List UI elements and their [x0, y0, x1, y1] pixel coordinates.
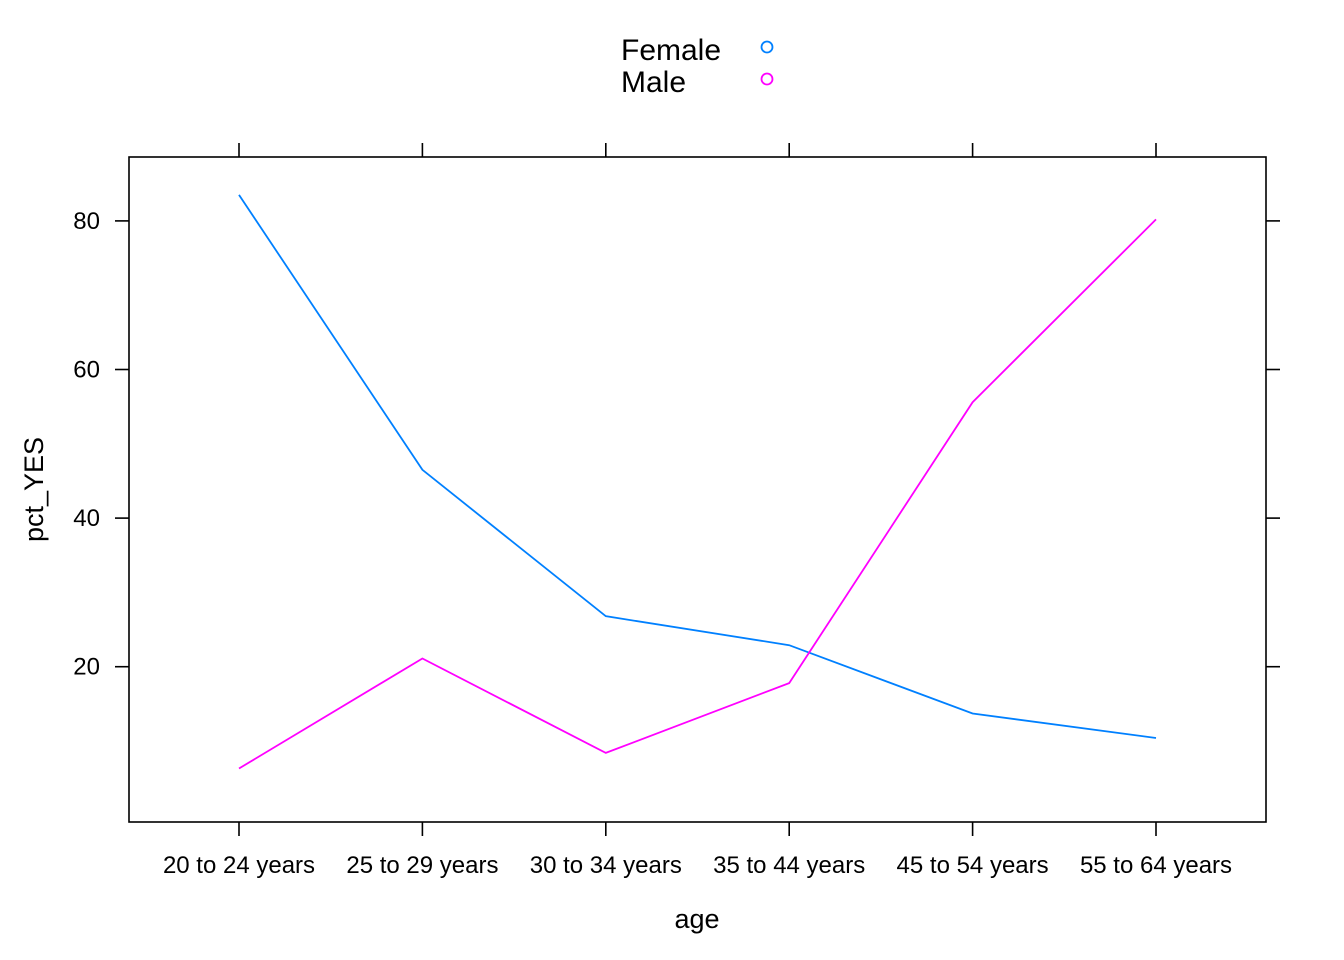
y-tick-label: 60	[73, 357, 100, 384]
y-axis: 20 40 60 80	[73, 208, 1280, 681]
y-tick-label: 20	[73, 654, 100, 681]
x-tick-label: 20 to 24 years	[163, 852, 315, 879]
x-tick-label: 55 to 64 years	[1080, 852, 1232, 879]
y-tick-label: 80	[73, 208, 100, 235]
legend-marker	[760, 72, 774, 86]
plot-frame	[128, 156, 1267, 823]
series-line-male	[238, 218, 1157, 770]
x-axis-title: age	[674, 904, 719, 934]
legend-marker	[760, 40, 774, 54]
y-tick-label: 40	[73, 505, 100, 532]
x-tick-label: 30 to 34 years	[530, 852, 682, 879]
series-layer	[238, 194, 1157, 770]
x-tick-label: 45 to 54 years	[897, 852, 1049, 879]
legend-label: Female	[621, 34, 721, 67]
x-axis: 20 to 24 years 25 to 29 years 30 to 34 yea…	[163, 143, 1232, 879]
series-line-female	[238, 194, 1157, 739]
y-axis-title: pct_YES	[19, 437, 49, 542]
x-tick-label: 25 to 29 years	[346, 852, 498, 879]
legend-label: Male	[621, 66, 686, 99]
x-tick-label: 35 to 44 years	[713, 852, 865, 879]
